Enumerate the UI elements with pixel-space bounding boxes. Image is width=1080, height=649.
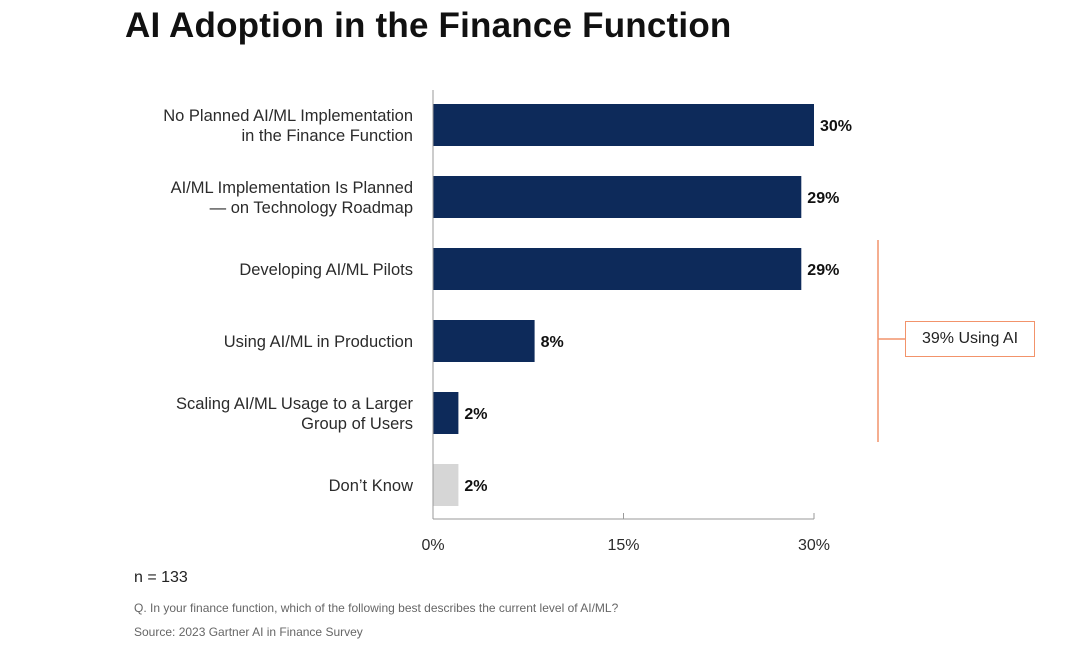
bar-chart: 30% No Planned AI/ML Implementation in the… [163, 90, 905, 554]
value-label-1: 29% [807, 190, 839, 207]
sample-size-note: n = 133 [134, 569, 188, 586]
annotation-box: 39% Using AI [905, 321, 1035, 357]
x-tick-label-1: 15% [607, 537, 639, 554]
bar-5 [433, 464, 459, 506]
value-label-5: 2% [464, 478, 487, 495]
chart-title: AI Adoption in the Finance Function [125, 6, 732, 45]
value-label-2: 29% [807, 262, 839, 279]
category-label-1: AI/ML Implementation Is Planned — on Tech… [171, 179, 413, 217]
bar-2 [433, 248, 802, 290]
survey-question-note: Q. In your finance function, which of th… [134, 601, 619, 615]
bars-layer: 30% No Planned AI/ML Implementation in the… [163, 104, 852, 506]
x-tick-label-0: 0% [421, 537, 444, 554]
category-label-4: Scaling AI/ML Usage to a Larger Group of … [176, 395, 413, 433]
x-tick-label-2: 30% [798, 537, 830, 554]
value-label-4: 2% [464, 406, 487, 423]
bar-4 [433, 392, 459, 434]
category-label-5: Don’t Know [329, 477, 413, 495]
bar-0 [433, 104, 814, 146]
axis-layer: 0% 15% 30% [421, 90, 830, 554]
value-label-0: 30% [820, 118, 852, 135]
source-note: Source: 2023 Gartner AI in Finance Surve… [134, 625, 363, 639]
value-label-3: 8% [541, 334, 564, 351]
category-label-3: Using AI/ML in Production [224, 333, 413, 351]
category-label-2: Developing AI/ML Pilots [239, 261, 413, 279]
bar-3 [433, 320, 535, 362]
annotation-bracket [877, 240, 905, 442]
category-label-0: No Planned AI/ML Implementation in the Fi… [163, 107, 413, 145]
bar-1 [433, 176, 802, 218]
